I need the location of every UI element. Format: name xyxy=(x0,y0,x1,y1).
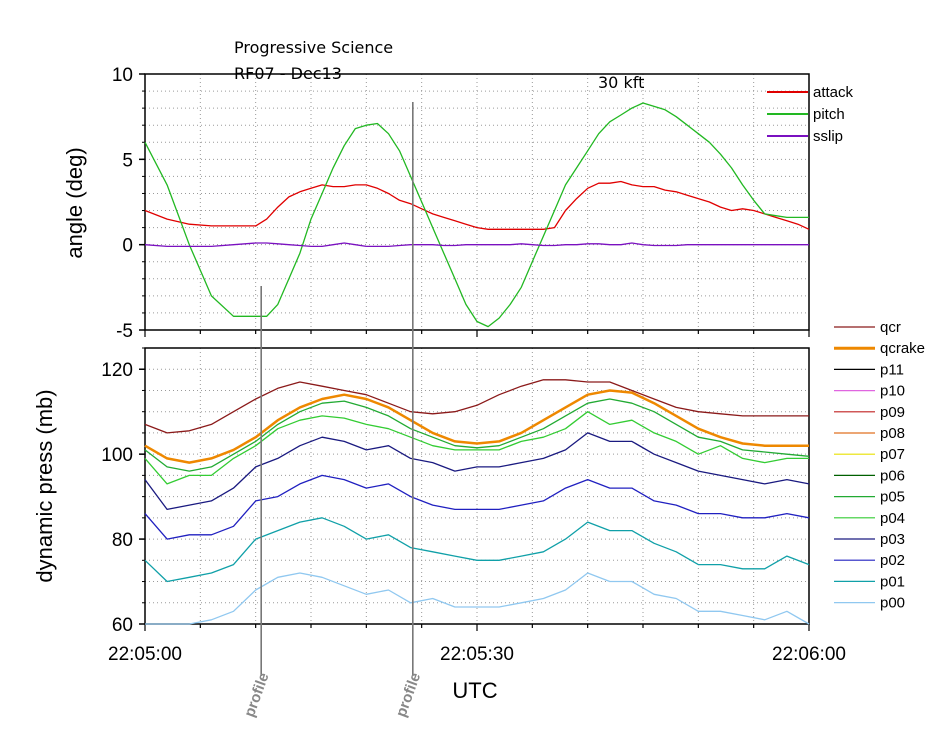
pressure-y-tick-label: 100 xyxy=(101,445,133,466)
legend-label-attack: attack xyxy=(813,84,854,101)
series-line-pitch xyxy=(144,102,809,328)
series-line-qcr xyxy=(144,379,809,434)
pressure-plot-frame xyxy=(144,347,810,625)
angle-legend: attack pitch sslip xyxy=(767,84,854,145)
angle-y-tick-label: 0 xyxy=(122,236,133,257)
angle-y-tick-label: -5 xyxy=(116,321,133,342)
legend-label-p07: p07 xyxy=(880,446,905,463)
x-tick-label: 22:05:30 xyxy=(440,644,514,665)
figure-title: Progressive Science xyxy=(234,38,393,57)
profile-markers: profile profile xyxy=(241,102,424,719)
x-tick-label: 22:06:00 xyxy=(772,644,846,665)
legend-label-p09: p09 xyxy=(880,404,905,421)
pressure-y-tick-label: 120 xyxy=(101,360,133,381)
profile-marker-label: profile xyxy=(241,670,273,719)
legend-label-p04: p04 xyxy=(880,510,905,527)
legend-label-pitch: pitch xyxy=(813,106,845,123)
legend-label-qcrake: qcrake xyxy=(880,340,925,357)
series-line-p02 xyxy=(144,474,810,540)
series-line-p03 xyxy=(144,432,810,511)
legend-label-p10: p10 xyxy=(880,383,905,400)
angle-y-tick-label: 5 xyxy=(122,150,133,171)
series-line-p05 xyxy=(144,398,810,472)
series-line-attack xyxy=(144,180,810,230)
legend-label-sslip: sslip xyxy=(813,128,843,145)
legend-label-p11: p11 xyxy=(880,361,904,378)
series-line-sslip xyxy=(144,242,809,248)
legend-label-p01: p01 xyxy=(880,573,905,590)
legend-label-p03: p03 xyxy=(880,531,905,548)
legend-label-p05: p05 xyxy=(880,489,905,506)
pressure-y-tick-label: 60 xyxy=(112,615,133,636)
series-line-p00 xyxy=(145,572,810,625)
altitude-note: 30 kft xyxy=(598,73,644,92)
series-line-qcrake xyxy=(144,389,809,464)
legend-label-p02: p02 xyxy=(880,552,905,569)
legend-label-p06: p06 xyxy=(880,467,905,484)
pressure-legend: qcr qcrake p11 p10 p09 p08 p07 p06 p05 p04 p03 p02 p… xyxy=(834,319,925,612)
angle-y-axis-label: angle (deg) xyxy=(62,147,87,258)
x-tick-label: 22:05:00 xyxy=(108,644,182,665)
angle-y-tick-label: 10 xyxy=(112,65,133,86)
legend-label-p00: p00 xyxy=(880,595,905,612)
series-line-p01 xyxy=(144,517,810,583)
pressure-y-axis-label: dynamic press (mb) xyxy=(32,389,57,582)
profile-marker-label: profile xyxy=(393,670,425,719)
series-line-p04 xyxy=(144,411,809,485)
pressure-y-tick-label: 80 xyxy=(112,530,133,551)
legend-label-p08: p08 xyxy=(880,425,905,442)
pressure-panel: 60 80 100 120 22:05:00 22:05:30 22:06:00 dynam… xyxy=(32,319,925,703)
x-axis-label: UTC xyxy=(452,678,497,703)
angle-panel: -5 0 5 10 angle (deg) attack pitch sslip xyxy=(62,65,854,342)
legend-label-qcr: qcr xyxy=(880,319,901,336)
